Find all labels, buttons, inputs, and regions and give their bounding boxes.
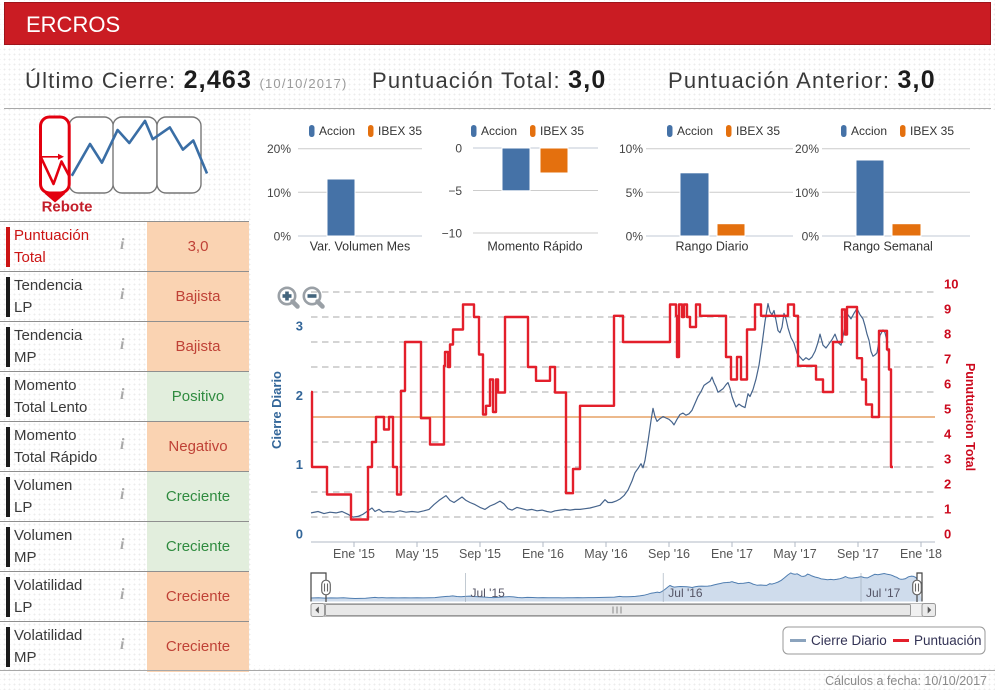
- svg-text:Accion: Accion: [481, 124, 517, 138]
- svg-text:IBEX 35: IBEX 35: [540, 124, 584, 138]
- svg-text:Sep '17: Sep '17: [837, 547, 879, 561]
- svg-text:6: 6: [944, 377, 951, 392]
- svg-text:Sep '15: Sep '15: [459, 547, 501, 561]
- svg-text:0: 0: [455, 142, 462, 156]
- svg-text:IBEX 35: IBEX 35: [910, 124, 954, 138]
- svg-text:1: 1: [296, 457, 303, 472]
- svg-text:0%: 0%: [802, 230, 820, 244]
- svg-text:Jul '17: Jul '17: [866, 586, 901, 600]
- svg-text:IBEX 35: IBEX 35: [378, 124, 422, 138]
- svg-text:10%: 10%: [267, 186, 291, 200]
- svg-text:May '17: May '17: [773, 547, 816, 561]
- svg-text:Ene '16: Ene '16: [522, 547, 564, 561]
- svg-text:Rango Semanal: Rango Semanal: [843, 240, 933, 254]
- svg-text:Rebote: Rebote: [42, 199, 93, 216]
- svg-text:7: 7: [944, 352, 951, 367]
- svg-text:May '16: May '16: [584, 547, 627, 561]
- svg-text:Sep '16: Sep '16: [648, 547, 690, 561]
- svg-text:−10: −10: [442, 227, 463, 241]
- svg-text:10%: 10%: [795, 186, 819, 200]
- svg-text:9: 9: [944, 302, 951, 317]
- svg-text:Cierre Diario: Cierre Diario: [269, 371, 284, 449]
- svg-text:−5: −5: [448, 184, 462, 198]
- svg-text:Accion: Accion: [677, 124, 713, 138]
- svg-text:2: 2: [296, 388, 303, 403]
- svg-text:0: 0: [296, 527, 303, 542]
- svg-text:Ene '18: Ene '18: [900, 547, 942, 561]
- svg-text:Accion: Accion: [319, 124, 355, 138]
- svg-text:0%: 0%: [274, 230, 292, 244]
- svg-text:Punutuacion Total: Punutuacion Total: [963, 363, 977, 471]
- svg-text:Jul '16: Jul '16: [668, 586, 703, 600]
- svg-text:Jul '15: Jul '15: [471, 586, 506, 600]
- svg-text:2: 2: [944, 477, 951, 492]
- svg-text:10%: 10%: [619, 142, 643, 156]
- svg-text:Ene '15: Ene '15: [333, 547, 375, 561]
- svg-text:3: 3: [944, 452, 951, 467]
- svg-text:Rango Diario: Rango Diario: [676, 240, 749, 254]
- svg-text:Puntuación: Puntuación: [914, 633, 982, 648]
- svg-text:0%: 0%: [626, 230, 644, 244]
- svg-text:1: 1: [944, 502, 951, 517]
- svg-text:Accion: Accion: [851, 124, 887, 138]
- svg-text:May '15: May '15: [395, 547, 438, 561]
- svg-text:Ene '17: Ene '17: [711, 547, 753, 561]
- svg-text:0: 0: [944, 527, 951, 542]
- svg-text:4: 4: [944, 427, 952, 442]
- svg-text:Cierre Diario: Cierre Diario: [811, 633, 887, 648]
- svg-text:IBEX 35: IBEX 35: [736, 124, 780, 138]
- svg-text:20%: 20%: [795, 142, 819, 156]
- svg-text:8: 8: [944, 327, 951, 342]
- svg-text:3: 3: [296, 319, 303, 334]
- svg-text:5%: 5%: [626, 186, 644, 200]
- svg-text:20%: 20%: [267, 142, 291, 156]
- svg-text:Momento Rápido: Momento Rápido: [487, 240, 582, 254]
- svg-text:Var. Volumen Mes: Var. Volumen Mes: [310, 240, 411, 254]
- svg-text:5: 5: [944, 402, 951, 417]
- svg-text:10: 10: [944, 277, 958, 292]
